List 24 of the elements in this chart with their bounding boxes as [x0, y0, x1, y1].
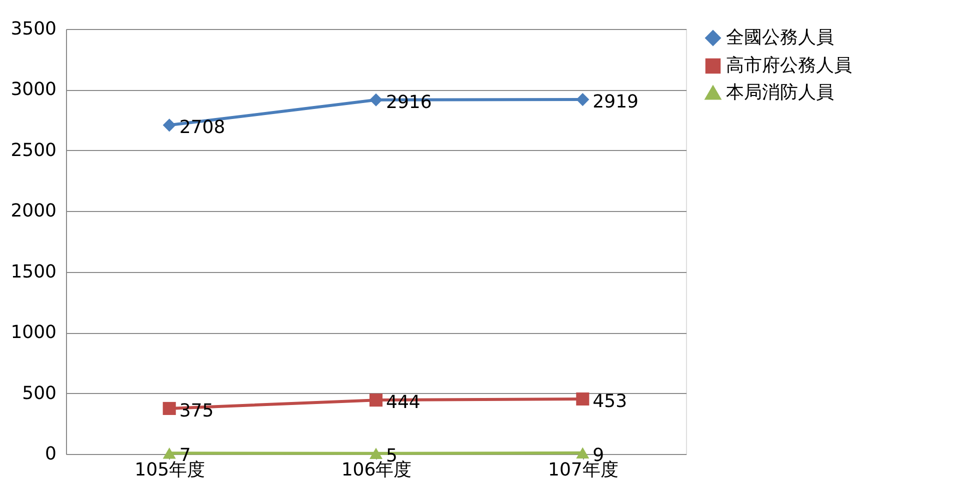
y-tick-label: 0	[45, 444, 56, 464]
legend-label: 全國公務人員	[726, 27, 834, 48]
point	[162, 118, 176, 132]
y-tick-label: 1000	[10, 322, 56, 344]
x-tick-label: 106年度	[341, 460, 412, 480]
y-tick-label: 1500	[10, 261, 56, 282]
point	[369, 448, 383, 460]
data-label: 453	[592, 390, 628, 412]
data-label: 2708	[179, 117, 226, 138]
point	[576, 392, 590, 406]
y-tick-label: 3000	[10, 79, 56, 100]
y-tick-label: 2000	[10, 200, 56, 222]
y-tick-label: 3500	[10, 18, 56, 40]
point	[369, 93, 383, 106]
legend-label: 本局消防人員	[726, 82, 834, 103]
data-label: 2919	[592, 92, 638, 113]
y-tick-label: 2500	[10, 140, 56, 161]
legend-label: 高市府公務人員	[726, 55, 852, 76]
point	[576, 447, 590, 459]
point	[162, 402, 176, 415]
point	[162, 448, 176, 459]
point	[576, 93, 590, 106]
point	[369, 394, 383, 407]
y-tick-label: 500	[22, 382, 56, 404]
